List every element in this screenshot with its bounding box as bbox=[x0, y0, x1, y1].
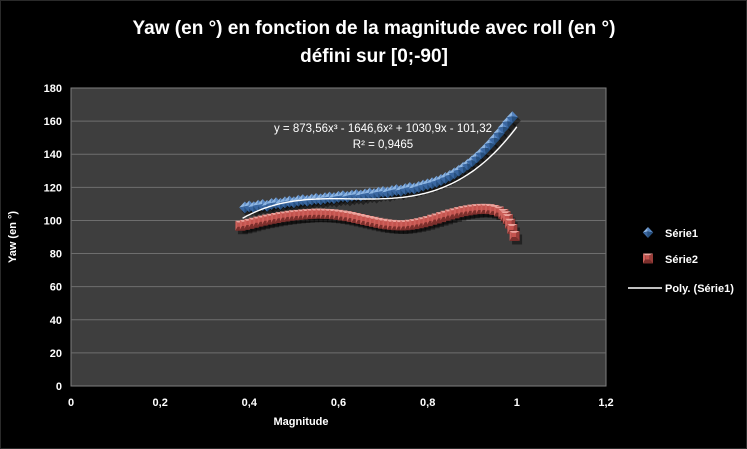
data-point-série2[interactable] bbox=[509, 231, 520, 242]
x-tick-label-1: 1 bbox=[514, 397, 520, 409]
data-point-série1[interactable] bbox=[506, 111, 519, 124]
y-tick-label-120: 120 bbox=[44, 182, 62, 194]
gridlines bbox=[71, 120, 606, 354]
x-tick-label-0,4: 0,4 bbox=[242, 397, 258, 409]
chart-title-line1: Yaw (en °) en fonction de la magnitude a… bbox=[133, 18, 616, 39]
trendline-equation-label: y = 873,56x³ - 1646,6x² + 1030,9x - 101,… bbox=[274, 123, 492, 135]
x-tick-label-0: 0 bbox=[68, 397, 74, 409]
y-axis-tick-labels: 0 20 40 60 80 100 120 140 160 180 bbox=[44, 83, 62, 393]
serie2-markers[interactable] bbox=[235, 203, 520, 242]
legend-label-serie1[interactable]: Série1 bbox=[665, 228, 698, 240]
data-point-série1[interactable] bbox=[497, 121, 510, 134]
x-axis-title: Magnitude bbox=[274, 416, 329, 428]
legend[interactable]: Série1 Série2 Poly. (Série1) bbox=[628, 227, 734, 295]
x-axis-tick-labels: 0 0,2 0,4 0,6 0,8 1 1,2 bbox=[68, 397, 614, 409]
y-tick-label-180: 180 bbox=[44, 83, 62, 95]
y-tick-label-100: 100 bbox=[44, 215, 62, 227]
series-layer[interactable] bbox=[235, 111, 523, 245]
y-axis-title: Yaw (en °) bbox=[7, 211, 19, 263]
y-tick-label-20: 20 bbox=[50, 348, 62, 360]
chart-title-line2: défini sur [0;-90] bbox=[300, 46, 448, 67]
y-tick-label-40: 40 bbox=[50, 315, 62, 327]
y-tick-label-60: 60 bbox=[50, 282, 62, 294]
legend-label-trendline[interactable]: Poly. (Série1) bbox=[665, 283, 734, 295]
r-squared-label: R² = 0,9465 bbox=[353, 139, 413, 151]
legend-serie1-diamond-icon[interactable] bbox=[642, 227, 654, 238]
serie1-markers[interactable] bbox=[239, 111, 519, 214]
y-tick-label-160: 160 bbox=[44, 116, 62, 128]
x-tick-label-0,2: 0,2 bbox=[153, 397, 168, 409]
trendline-path[interactable] bbox=[242, 126, 518, 219]
x-tick-label-0,8: 0,8 bbox=[420, 397, 435, 409]
x-tick-label-1,2: 1,2 bbox=[598, 397, 613, 409]
legend-label-serie2[interactable]: Série2 bbox=[665, 254, 698, 266]
y-tick-label-140: 140 bbox=[44, 149, 62, 161]
x-tick-label-0,6: 0,6 bbox=[331, 397, 346, 409]
legend-serie2-square-icon[interactable] bbox=[643, 253, 653, 264]
y-tick-label-80: 80 bbox=[50, 249, 62, 261]
y-tick-label-0: 0 bbox=[56, 381, 62, 393]
